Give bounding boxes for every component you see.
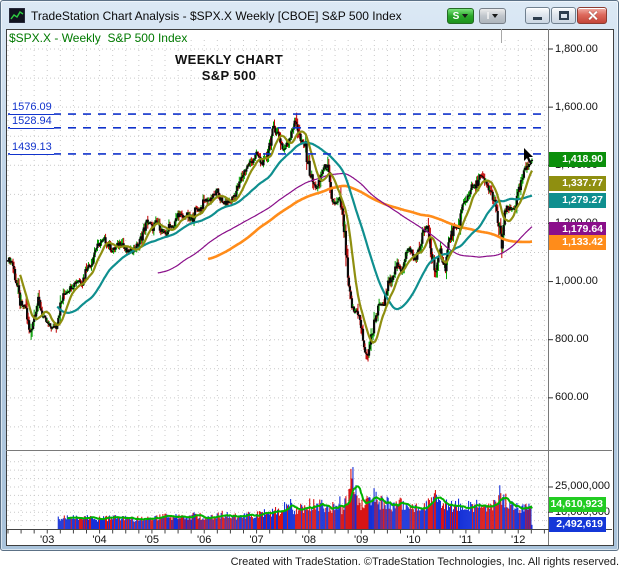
minimize-button[interactable]	[525, 7, 550, 24]
symbol-dropdown-button[interactable]: S	[447, 8, 474, 24]
close-button[interactable]	[577, 7, 607, 24]
symbol-dropdown-label: S	[452, 10, 460, 22]
interval-dropdown-label: I	[486, 10, 490, 22]
title-bar[interactable]: TradeStation Chart Analysis - $SPX.X Wee…	[1, 1, 618, 29]
chevron-down-icon	[492, 14, 499, 18]
chevron-down-icon	[462, 14, 469, 18]
maximize-icon	[558, 11, 569, 20]
chart-client-area[interactable]	[6, 29, 614, 546]
window-title: TradeStation Chart Analysis - $SPX.X Wee…	[31, 9, 402, 23]
close-icon	[587, 10, 598, 21]
interval-dropdown-button[interactable]: I	[479, 8, 506, 24]
footer-credit: Created with TradeStation. ©TradeStation…	[230, 556, 619, 568]
app-icon	[8, 7, 26, 24]
minimize-icon	[533, 17, 542, 20]
app-window: TradeStation Chart Analysis - $SPX.X Wee…	[0, 0, 619, 551]
maximize-button[interactable]	[551, 7, 576, 24]
